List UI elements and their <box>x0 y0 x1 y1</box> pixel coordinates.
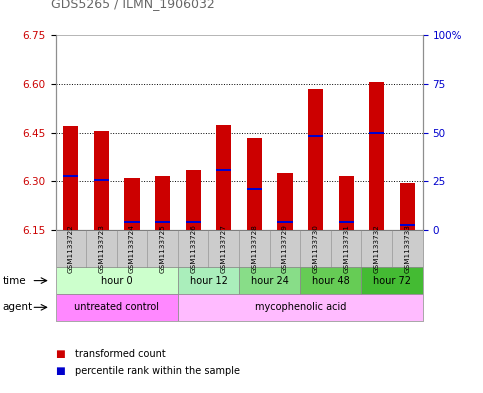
Bar <box>63 175 78 177</box>
Text: hour 0: hour 0 <box>101 275 132 286</box>
Text: GSM1133731: GSM1133731 <box>343 224 349 273</box>
Bar <box>216 125 231 230</box>
Bar <box>247 138 262 230</box>
Text: GSM1133732: GSM1133732 <box>374 224 380 273</box>
Bar <box>185 221 201 223</box>
Bar <box>94 179 109 181</box>
Text: GSM1133725: GSM1133725 <box>159 224 166 273</box>
Text: GSM1133723: GSM1133723 <box>99 224 104 273</box>
Text: untreated control: untreated control <box>74 302 159 312</box>
Bar <box>308 135 323 137</box>
Bar <box>369 132 384 134</box>
Bar <box>369 83 384 230</box>
Bar <box>125 221 140 223</box>
Text: GSM1133722: GSM1133722 <box>68 224 74 273</box>
Text: hour 24: hour 24 <box>251 275 289 286</box>
Bar <box>400 224 415 226</box>
Bar <box>277 221 293 223</box>
Text: GSM1133729: GSM1133729 <box>282 224 288 273</box>
Text: time: time <box>2 275 26 286</box>
Bar <box>216 169 231 171</box>
Text: GSM1133727: GSM1133727 <box>221 224 227 273</box>
Bar <box>400 183 415 230</box>
Text: hour 12: hour 12 <box>189 275 227 286</box>
Bar <box>63 126 78 230</box>
Bar <box>185 170 201 230</box>
Text: agent: agent <box>2 302 32 312</box>
Bar <box>339 221 354 223</box>
Bar <box>94 131 109 230</box>
Text: GSM1133730: GSM1133730 <box>313 224 319 273</box>
Text: GSM1133724: GSM1133724 <box>129 224 135 273</box>
Text: hour 48: hour 48 <box>312 275 350 286</box>
Bar <box>247 188 262 190</box>
Text: GDS5265 / ILMN_1906032: GDS5265 / ILMN_1906032 <box>51 0 214 10</box>
Bar <box>155 221 170 223</box>
Text: percentile rank within the sample: percentile rank within the sample <box>75 365 240 376</box>
Bar <box>125 178 140 230</box>
Text: hour 72: hour 72 <box>373 275 411 286</box>
Text: ■: ■ <box>56 365 65 376</box>
Text: GSM1133726: GSM1133726 <box>190 224 196 273</box>
Text: mycophenolic acid: mycophenolic acid <box>255 302 346 312</box>
Bar <box>339 176 354 230</box>
Bar <box>155 176 170 230</box>
Text: GSM1133733: GSM1133733 <box>404 224 411 273</box>
Text: transformed count: transformed count <box>75 349 166 359</box>
Text: ■: ■ <box>56 349 65 359</box>
Text: GSM1133728: GSM1133728 <box>251 224 257 273</box>
Bar <box>277 173 293 230</box>
Bar <box>308 89 323 230</box>
